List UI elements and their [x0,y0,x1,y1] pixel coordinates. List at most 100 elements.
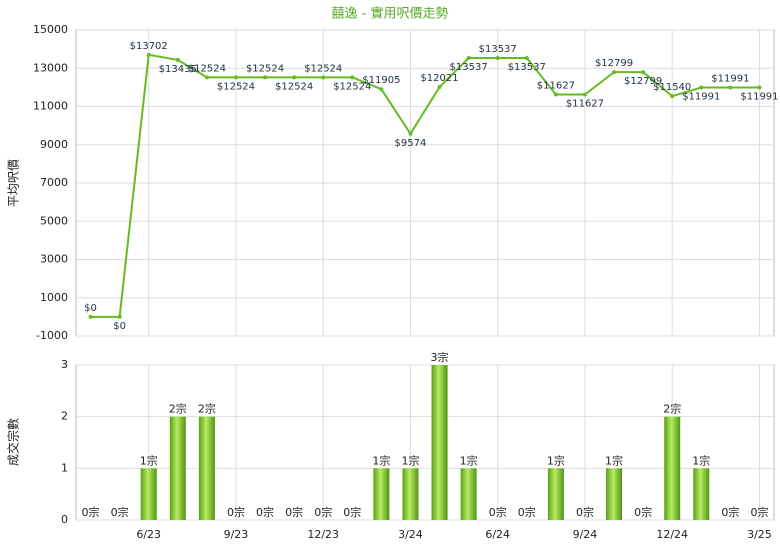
data-label: 0宗 [750,505,768,519]
point [175,57,180,62]
point [263,75,268,80]
data-label: 1宗 [692,453,710,467]
data-label: 0宗 [82,505,100,519]
x-tick-label: 3/25 [747,528,772,541]
y-tick-label: 11000 [33,100,68,113]
y-tick-label: 15000 [33,23,68,36]
data-label: $12524 [217,81,255,92]
data-label: 1宗 [401,453,419,467]
bar [198,416,215,520]
bar [140,468,157,520]
data-label: $0 [84,303,97,314]
y-axis-label: 成交宗數 [6,418,21,466]
bar [402,468,419,520]
x-tick-label: 12/23 [307,528,339,541]
price-line [90,53,760,318]
point [495,55,500,60]
data-label: $11905 [362,75,400,86]
x-tick-label: 9/23 [224,528,249,541]
point [204,75,209,80]
data-label: $12524 [333,81,371,92]
data-label: 2宗 [663,402,681,416]
point [641,70,646,75]
point [379,87,384,92]
data-label: 3宗 [431,350,449,364]
y-tick-label: 0 [61,513,68,526]
data-label: $13702 [130,41,168,52]
data-label: $12799 [595,58,633,69]
data-label: $13537 [450,62,488,73]
y-tick-label: 5000 [40,214,68,227]
data-label: $12524 [246,63,284,74]
data-label: 1宗 [605,453,623,467]
bar [431,365,448,520]
data-label: 2宗 [198,402,216,416]
point [553,92,558,97]
x-tick-label: 6/23 [136,528,161,541]
data-label: 1宗 [372,453,390,467]
data-label: 2宗 [169,402,187,416]
bar [693,468,710,520]
data-label: $12524 [275,81,313,92]
bar [664,416,681,520]
data-label: $11991 [740,92,778,103]
data-label: $13537 [508,62,546,73]
data-label: 0宗 [227,505,245,519]
point [612,70,617,75]
data-label: $11627 [537,81,575,92]
data-label: $11540 [653,82,691,93]
data-label: $12524 [188,63,226,74]
x-tick-label: 12/24 [656,528,688,541]
data-label: 0宗 [256,505,274,519]
data-label: $11991 [682,92,720,103]
point [88,314,93,319]
point [350,75,355,80]
data-label: $13537 [479,44,517,55]
point [466,55,471,60]
bar [547,468,564,520]
data-label: 0宗 [489,505,507,519]
y-tick-label: 3000 [40,253,68,266]
data-label: $11991 [711,74,749,85]
data-label: $11627 [566,99,604,110]
point [321,75,326,80]
data-label: 0宗 [634,505,652,519]
chart-title: 囍逸 - 實用呎價走勢 [332,6,449,22]
point [728,85,733,90]
bar [169,416,186,520]
y-tick-label: 9000 [40,138,68,151]
point [408,131,413,136]
y-tick-label: 13000 [33,61,68,74]
bar [460,468,477,520]
data-label: 1宗 [140,453,158,467]
point [437,84,442,89]
data-label: 1宗 [547,453,565,467]
point [524,55,529,60]
y-tick-label: 3 [61,358,68,371]
x-tick-label: 6/24 [485,528,510,541]
data-label: $12021 [420,73,458,84]
data-label: 0宗 [576,505,594,519]
y-tick-label: 2 [61,410,68,423]
data-label: 0宗 [518,505,536,519]
point [582,92,587,97]
x-tick-label: 3/24 [398,528,423,541]
point [117,314,122,319]
data-label: $0 [113,321,126,332]
y-tick-label: -1000 [36,329,68,342]
point [292,75,297,80]
point [233,75,238,80]
y-tick-label: 1000 [40,291,68,304]
bar [373,468,390,520]
data-label: $12524 [304,63,342,74]
point [146,52,151,57]
data-label: 0宗 [343,505,361,519]
data-label: 0宗 [111,505,129,519]
data-label: 0宗 [314,505,332,519]
point [699,85,704,90]
data-label: 0宗 [285,505,303,519]
y-tick-label: 7000 [40,176,68,189]
point [670,94,675,99]
x-tick-label: 9/24 [573,528,598,541]
